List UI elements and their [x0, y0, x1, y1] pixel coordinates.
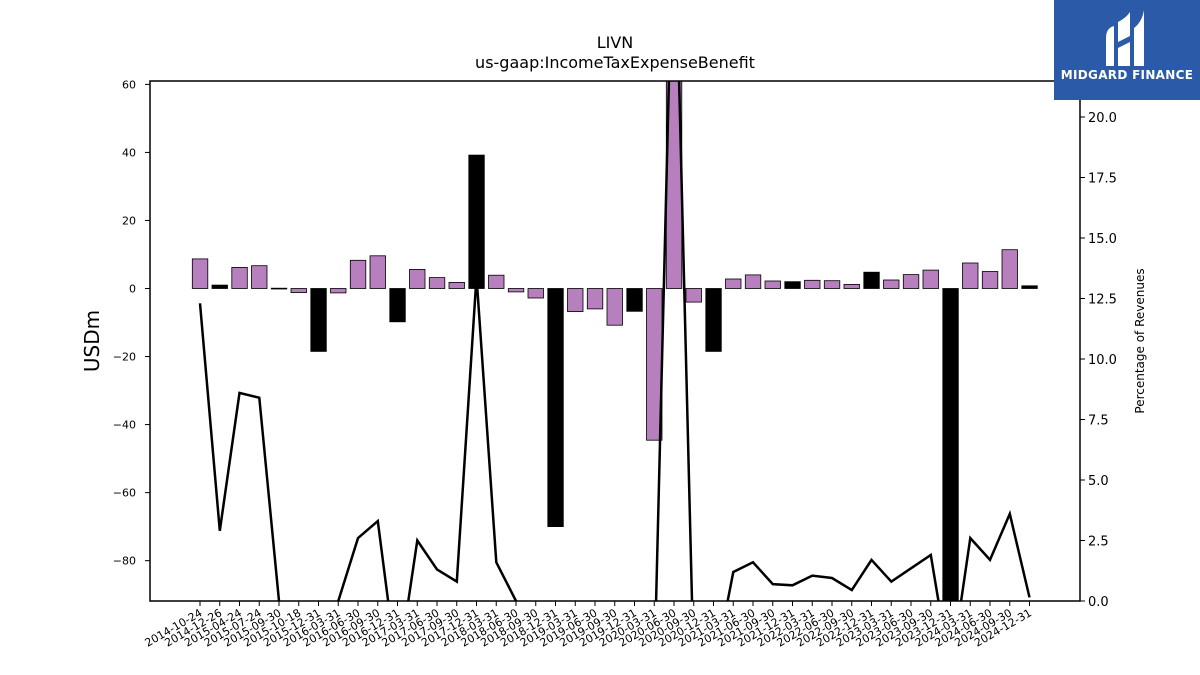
- right-tick-label: 5.0: [1088, 474, 1109, 489]
- left-tick-label: −20: [113, 351, 136, 364]
- bar-2015-10-18: [290, 288, 307, 293]
- bar-2023-09-30: [922, 269, 939, 289]
- bar-2022-09-30: [843, 283, 860, 289]
- right-tick-label: 0.0: [1088, 595, 1109, 610]
- brand-name: MIDGARD FINANCE: [1060, 68, 1194, 82]
- bar-2014-12-26: [211, 284, 228, 289]
- bar-2021-06-30: [744, 274, 762, 289]
- bar-2016-06-30: [349, 259, 367, 289]
- left-axis-ticks: 60 40 20 0 −20 −40 −60 −80: [113, 78, 150, 568]
- left-tick-label: 20: [122, 214, 136, 227]
- bar-2018-09-30: [527, 288, 544, 299]
- brand-logo: MIDGARD FINANCE: [1054, 0, 1200, 100]
- bar-2022-03-31: [804, 279, 821, 289]
- bar-2023-06-30: [902, 274, 920, 289]
- bar-2019-06-30: [586, 288, 604, 310]
- bar-2019-03-31: [567, 288, 584, 313]
- y-axis-label: USDm: [80, 310, 104, 372]
- bar-2023-12-31: [942, 288, 959, 602]
- bar-2024-06-30: [981, 271, 999, 289]
- bar-2016-12-31: [389, 288, 406, 323]
- midgard-logo-icon: [1106, 10, 1144, 66]
- bar-2016-03-31: [330, 288, 347, 294]
- left-tick-label: −60: [113, 487, 136, 500]
- bar-group: [191, 80, 1038, 602]
- right-tick-label: 17.5: [1088, 172, 1117, 187]
- bar-2017-06-30: [428, 277, 446, 289]
- bar-2016-09-30: [369, 255, 386, 289]
- y-axis-label-right: Percentage of Revenues: [1133, 268, 1147, 413]
- bar-2024-09-30: [1001, 249, 1018, 289]
- bar-2023-03-31: [883, 279, 900, 289]
- right-tick-label: 7.5: [1088, 414, 1109, 429]
- bar-2020-12-31: [705, 288, 722, 352]
- chart-title-concept: us-gaap:IncomeTaxExpenseBenefit: [475, 53, 755, 72]
- right-tick-label: 10.0: [1088, 353, 1117, 368]
- bar-2018-06-30: [507, 288, 525, 293]
- bar-2024-03-31: [962, 262, 979, 289]
- left-tick-label: 60: [122, 78, 136, 91]
- bar-2017-03-31: [409, 268, 426, 289]
- bar-2019-12-31: [626, 288, 643, 312]
- left-tick-label: −40: [113, 419, 136, 432]
- bar-2022-12-31: [863, 271, 880, 289]
- right-tick-label: 20.0: [1088, 111, 1117, 126]
- bar-2015-07-24: [251, 265, 268, 289]
- bar-2022-06-30: [823, 280, 841, 289]
- bar-2021-09-30: [764, 280, 781, 289]
- x-axis-ticks: 2014-10-242014-12-262015-04-242015-07-24…: [143, 601, 1034, 650]
- bar-2024-12-31: [1021, 285, 1038, 289]
- revenue-percentage-line: [198, 81, 1031, 601]
- bar-2017-09-30: [448, 281, 465, 289]
- line-group: [198, 81, 1031, 601]
- bar-2015-04-24: [231, 266, 248, 289]
- bar-2020-09-30: [685, 288, 702, 303]
- right-tick-label: 15.0: [1088, 232, 1117, 247]
- bar-2017-12-31: [468, 154, 485, 289]
- right-tick-label: 2.5: [1088, 535, 1109, 550]
- bar-2018-03-31: [488, 274, 505, 289]
- bar-2021-12-31: [784, 281, 801, 289]
- plot-frame: [149, 80, 1081, 602]
- bar-2019-09-30: [606, 288, 623, 326]
- bar-2015-12-31: [310, 288, 327, 352]
- right-tick-label: 12.5: [1088, 293, 1117, 308]
- left-tick-label: −80: [113, 555, 136, 568]
- left-tick-label: 40: [122, 146, 136, 159]
- bar-2021-03-31: [725, 278, 742, 289]
- bar-2018-12-31: [547, 288, 564, 528]
- bar-2015-09-30: [270, 287, 288, 290]
- right-axis-ticks: 20.0 17.5 15.0 12.5 10.0 7.5 5.0 2.5 0.0: [1080, 111, 1117, 610]
- left-tick-label: 0: [129, 283, 136, 296]
- chart-title-ticker: LIVN: [597, 33, 634, 52]
- bar-2014-10-24: [191, 258, 209, 289]
